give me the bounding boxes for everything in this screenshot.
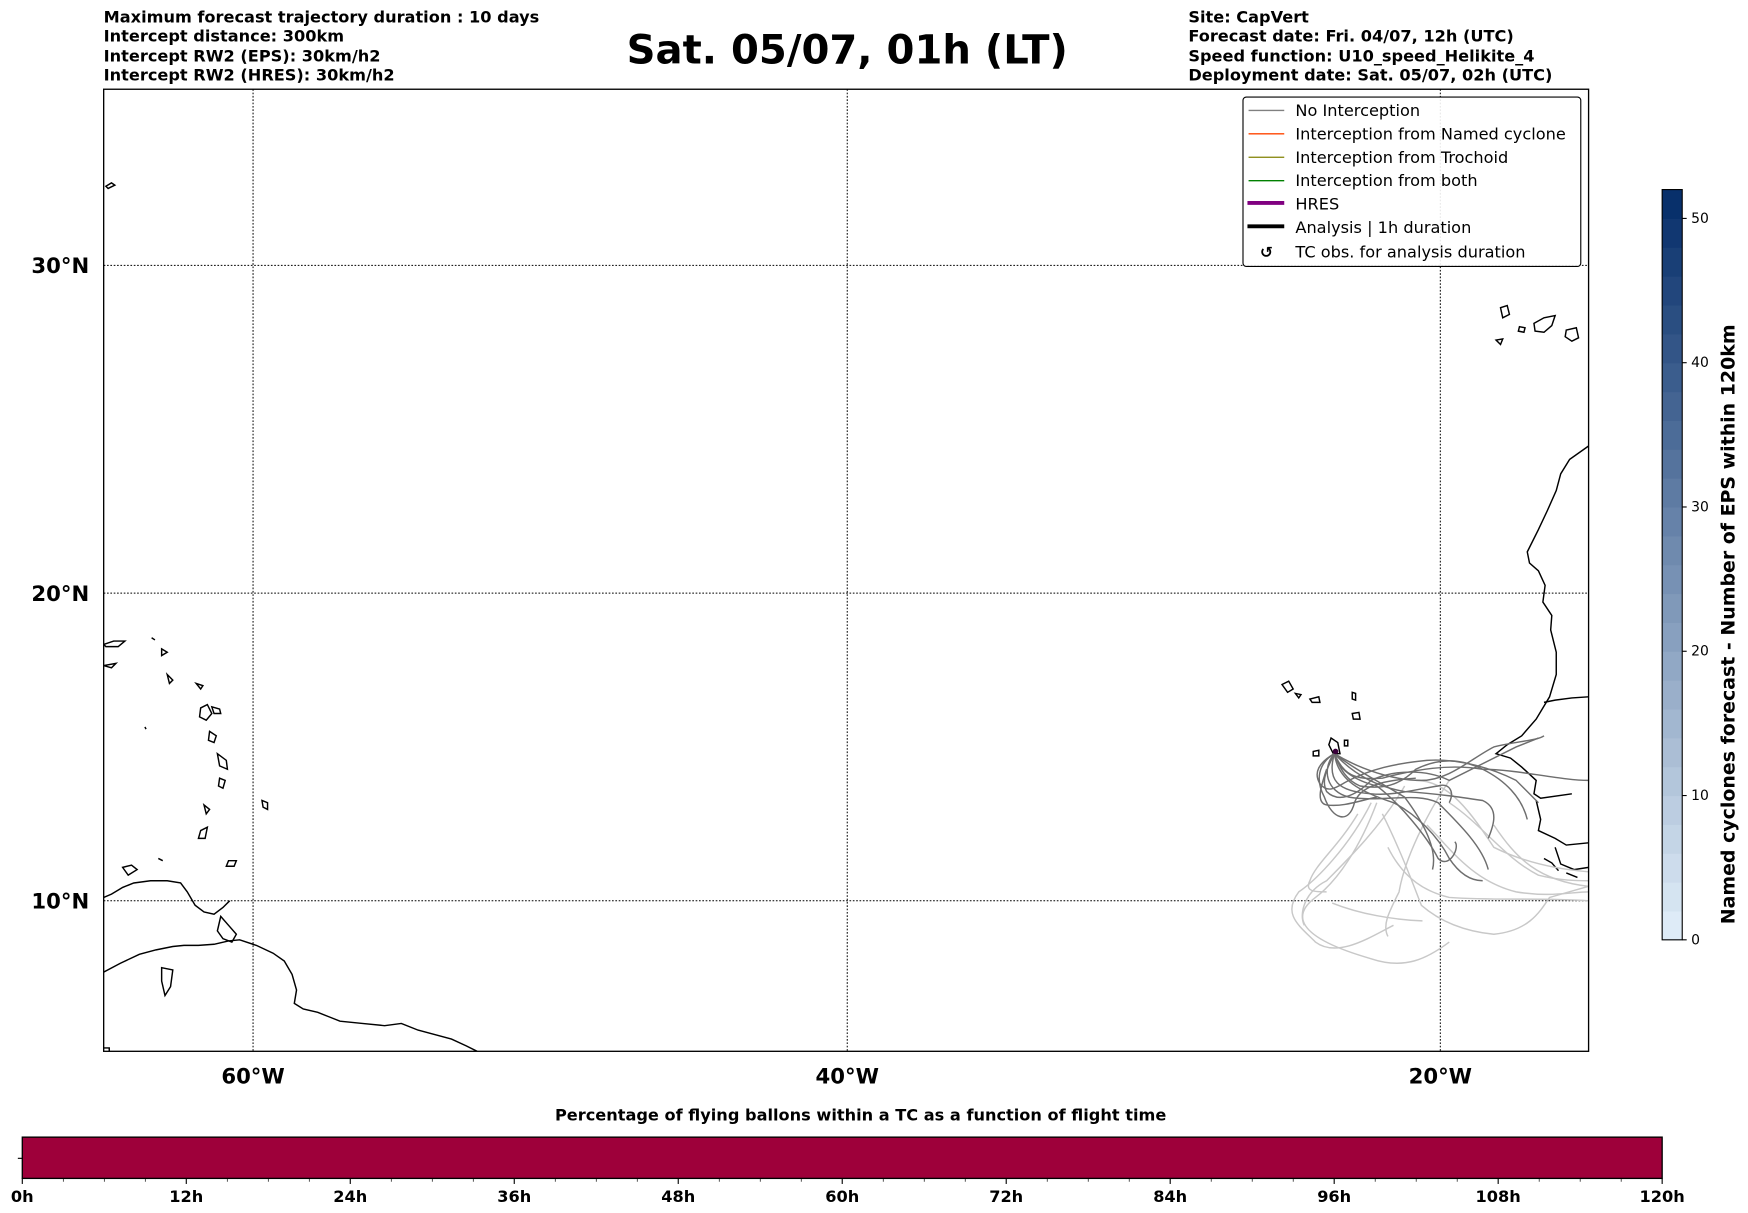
legend-label: TC obs. for analysis duration [1294, 243, 1525, 262]
colorbar-step [1662, 651, 1683, 681]
coastlines [103, 182, 1589, 1052]
header-left-line: Maximum forecast trajectory duration : 1… [104, 7, 540, 26]
colorbar-step [1662, 737, 1683, 768]
lat-label: 10°N [31, 889, 89, 914]
bar-tick-label: 84h [1153, 1187, 1187, 1206]
tc-obs-icon: ↺ [1260, 244, 1273, 262]
colorbar-step [1662, 362, 1683, 393]
lat-labels: 30°N 20°N 10°N [31, 253, 89, 913]
colorbar-step [1662, 420, 1683, 450]
colorbar-tick-label: 30 [1691, 499, 1709, 515]
trajectories [1291, 735, 1589, 964]
deployment-site-marker [1332, 748, 1339, 755]
header-right-line: Deployment date: Sat. 05/07, 02h (UTC) [1188, 65, 1552, 84]
colorbar-tick-label: 20 [1691, 644, 1709, 660]
legend-label: No Interception [1295, 101, 1420, 120]
colorbar-step [1662, 853, 1683, 883]
colorbar-step [1662, 478, 1683, 508]
header-right-line: Forecast date: Fri. 04/07, 12h (UTC) [1188, 26, 1513, 45]
colorbar-step [1662, 333, 1683, 364]
legend-label: Analysis | 1h duration [1295, 218, 1471, 237]
header-right: Site: CapVert Forecast date: Fri. 04/07,… [1188, 7, 1552, 84]
colorbar-step [1662, 304, 1683, 335]
page-title: Sat. 05/07, 01h (LT) [627, 28, 1068, 74]
lon-labels: 60°W 40°W 20°W [221, 1064, 1472, 1089]
bar-tick-label: 12h [169, 1187, 203, 1206]
colorbar-step [1662, 391, 1683, 421]
colorbar-step [1662, 795, 1683, 825]
bar-tick-label: 60h [825, 1187, 859, 1206]
bar-tick-label: 48h [661, 1187, 695, 1206]
colorbar-step [1662, 766, 1683, 797]
bar-tick-label: 24h [333, 1187, 367, 1206]
map-frame [103, 88, 1590, 1052]
bar-tick-label: 0h [11, 1187, 34, 1206]
colorbar-step [1662, 824, 1683, 854]
colorbar-step [1662, 708, 1683, 739]
bar-tick-label: 96h [1317, 1187, 1351, 1206]
header-left: Maximum forecast trajectory duration : 1… [104, 7, 540, 84]
header-left-line: Intercept RW2 (EPS): 30km/h2 [104, 46, 381, 65]
colorbar-step [1662, 247, 1683, 277]
lat-label: 20°N [31, 581, 89, 606]
header-right-line: Speed function: U10_speed_Helikite_4 [1188, 46, 1534, 65]
colorbar-step [1662, 910, 1683, 941]
header-right-line: Site: CapVert [1188, 7, 1309, 26]
lon-label: 60°W [221, 1064, 284, 1089]
legend-label: Interception from Named cyclone [1295, 124, 1565, 143]
colorbar-tick-label: 0 [1691, 932, 1700, 948]
colorbar-step [1662, 189, 1683, 219]
bar-fill [21, 1136, 1663, 1180]
flight-time-bar-chart: Percentage of flying ballons within a TC… [11, 1105, 1685, 1205]
colorbar-step [1662, 564, 1683, 595]
colorbar: 0 10 20 30 40 50 Named cyclones forecast - Nu… [1661, 189, 1740, 948]
legend-label: Interception from both [1295, 171, 1477, 190]
colorbar-step [1662, 622, 1683, 652]
colorbar-step [1662, 276, 1683, 306]
colorbar-step [1662, 680, 1683, 710]
lon-label: 40°W [816, 1064, 879, 1089]
colorbar-step [1662, 535, 1683, 566]
header-left-line: Intercept RW2 (HRES): 30km/h2 [104, 65, 395, 84]
legend: ↺ No Interception Interception from Name… [1242, 96, 1582, 268]
bar-chart-title: Percentage of flying ballons within a TC… [555, 1105, 1166, 1124]
bar-tick-label: 72h [989, 1187, 1023, 1206]
legend-label: Interception from Trochoid [1295, 148, 1508, 167]
bar-tick-label: 36h [497, 1187, 531, 1206]
lat-label: 30°N [31, 253, 89, 278]
colorbar-step [1662, 506, 1683, 537]
colorbar-tick-label: 40 [1691, 355, 1709, 371]
lon-label: 20°W [1409, 1064, 1472, 1089]
map: 30°N 20°N 10°N 60°W 40°W 20°W [31, 88, 1590, 1089]
bar-tick-label: 108h [1476, 1187, 1521, 1206]
colorbar-step [1662, 882, 1683, 912]
colorbar-step [1662, 593, 1683, 623]
legend-label: HRES [1295, 195, 1339, 214]
colorbar-tick-label: 50 [1691, 211, 1709, 227]
colorbar-step [1662, 218, 1683, 248]
colorbar-tick-label: 10 [1691, 788, 1709, 804]
colorbar-label: Named cyclones forecast - Number of EPS … [1718, 324, 1740, 924]
bar-tick-label: 120h [1640, 1187, 1685, 1206]
header-left-line: Intercept distance: 300km [104, 26, 344, 45]
colorbar-step [1662, 449, 1683, 479]
